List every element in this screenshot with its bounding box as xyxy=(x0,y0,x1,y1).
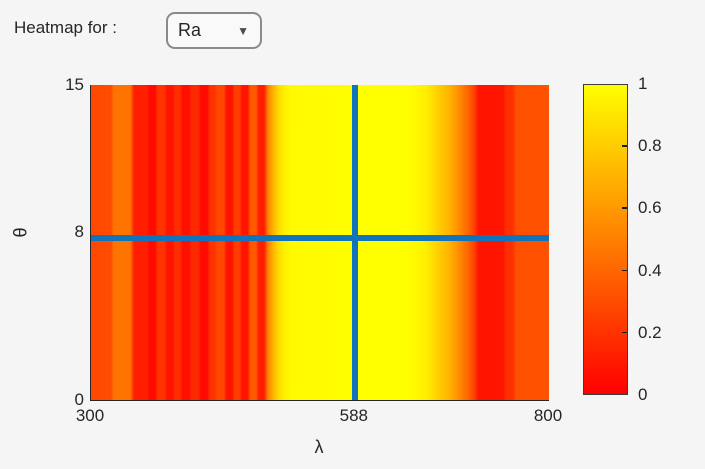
chevron-down-icon: ▼ xyxy=(237,23,249,38)
colorbar-tick-label: 0.2 xyxy=(638,322,662,342)
x-tick-label: 588 xyxy=(339,406,368,425)
colorbar-tick-mark xyxy=(622,269,627,272)
x-tick-label: 300 xyxy=(75,406,105,425)
colorbar-tick-label: 0.4 xyxy=(638,260,662,280)
y-tick-label: 0 xyxy=(74,390,84,409)
y-tick-label: 15 xyxy=(65,75,84,94)
x-axis-label: λ xyxy=(314,437,324,457)
colorbar-tick-mark xyxy=(622,145,627,147)
colorbar-tick-label: 0 xyxy=(638,385,648,404)
heatmap-for-label: Heatmap for : xyxy=(14,18,117,37)
colorbar xyxy=(583,84,628,395)
x-tick-label: 800 xyxy=(533,406,563,425)
metric-dropdown-value: Ra xyxy=(178,20,202,40)
y-tick-label: 8 xyxy=(74,222,84,241)
crosshair-vertical-line[interactable] xyxy=(351,85,358,400)
y-axis-label: θ xyxy=(10,227,31,238)
colorbar-tick-label: 0.6 xyxy=(638,198,662,218)
heatmap-canvas[interactable] xyxy=(90,85,549,401)
crosshair-horizontal-line[interactable] xyxy=(91,235,549,242)
metric-dropdown[interactable]: Ra ▼ xyxy=(166,12,262,49)
colorbar-tick-label: 1 xyxy=(638,74,648,93)
colorbar-tick-mark xyxy=(622,207,627,209)
colorbar-tick-mark xyxy=(622,331,627,334)
colorbar-tick-label: 0.8 xyxy=(638,136,662,156)
